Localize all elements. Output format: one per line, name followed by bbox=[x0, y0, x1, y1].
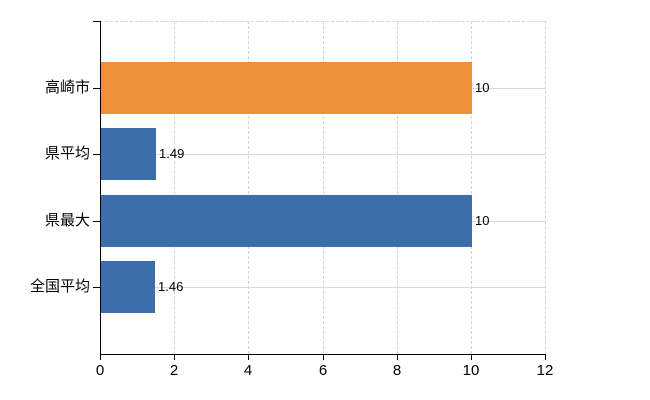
x-axis-tick bbox=[248, 354, 249, 360]
y-axis-tick bbox=[93, 154, 100, 155]
x-axis-tick bbox=[100, 354, 101, 360]
bar-高崎市 bbox=[101, 62, 472, 114]
bar-全国平均 bbox=[101, 261, 155, 313]
category-label-高崎市: 高崎市 bbox=[44, 79, 90, 96]
x-axis-tick bbox=[174, 354, 175, 360]
y-axis-line bbox=[100, 21, 101, 354]
x-tick-label-6: 6 bbox=[318, 362, 328, 379]
category-label-県平均: 県平均 bbox=[44, 145, 90, 162]
bar-value-label: 10 bbox=[475, 80, 490, 95]
vertical-gridline bbox=[322, 21, 324, 354]
x-tick-label-2: 2 bbox=[169, 362, 179, 379]
x-axis-tick bbox=[545, 354, 546, 360]
horizontal-gridline bbox=[100, 154, 545, 155]
y-axis-tick bbox=[93, 221, 100, 222]
bar-県最大 bbox=[101, 195, 472, 247]
bar-value-label: 1.49 bbox=[159, 146, 185, 161]
plot-area: 10 1.49 10 1.46 bbox=[100, 21, 546, 354]
bar-県平均 bbox=[101, 128, 156, 180]
bar-value-label: 1.46 bbox=[158, 279, 184, 294]
x-axis-tick bbox=[471, 354, 472, 360]
vertical-gridline bbox=[396, 21, 398, 354]
vertical-gridline bbox=[248, 21, 250, 354]
x-tick-label-12: 12 bbox=[536, 362, 554, 379]
x-axis-tick bbox=[323, 354, 324, 360]
y-axis-tick bbox=[93, 88, 100, 89]
vertical-gridline bbox=[545, 21, 546, 354]
bar-value-label: 10 bbox=[475, 213, 490, 228]
vertical-gridline bbox=[174, 21, 176, 354]
x-tick-label-8: 8 bbox=[392, 362, 402, 379]
x-axis-tick bbox=[397, 354, 398, 360]
category-label-県最大: 県最大 bbox=[44, 212, 90, 229]
vertical-gridline bbox=[470, 21, 472, 354]
x-tick-label-10: 10 bbox=[462, 362, 480, 379]
y-axis-tick bbox=[93, 287, 100, 288]
horizontal-gridline bbox=[100, 287, 545, 288]
x-tick-label-0: 0 bbox=[95, 362, 105, 379]
y-axis-top-tick bbox=[93, 21, 100, 22]
category-label-全国平均: 全国平均 bbox=[29, 278, 90, 295]
x-tick-label-4: 4 bbox=[243, 362, 253, 379]
